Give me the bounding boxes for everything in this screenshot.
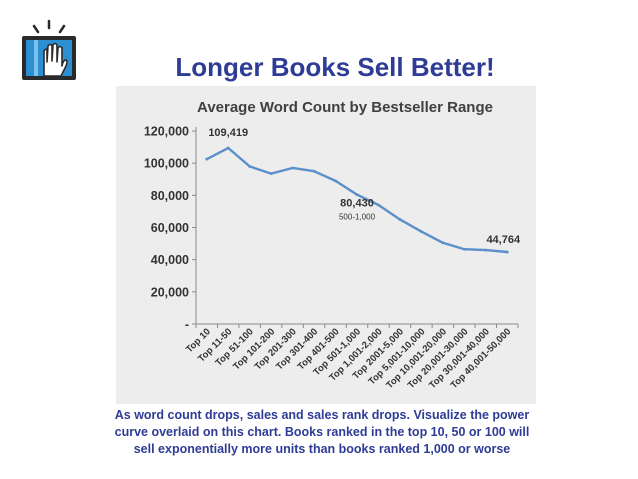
chart-title: Average Word Count by Bestseller Range bbox=[197, 99, 493, 116]
data-point bbox=[205, 157, 209, 161]
data-point bbox=[248, 164, 252, 168]
caption-line-2: curve overlaid on this chart. Books rank… bbox=[114, 425, 530, 439]
data-point bbox=[269, 172, 273, 176]
data-point bbox=[377, 203, 380, 207]
data-point bbox=[441, 241, 445, 245]
data-point bbox=[226, 146, 230, 150]
y-tick-label: 40,000 bbox=[151, 253, 189, 267]
y-tick-label: 20,000 bbox=[151, 285, 189, 299]
data-point bbox=[312, 169, 316, 173]
data-point bbox=[291, 166, 294, 170]
data-point bbox=[505, 250, 509, 254]
slide-title: Longer Books Sell Better! bbox=[175, 52, 495, 82]
book-hand-logo-icon bbox=[22, 19, 76, 80]
slide-caption: As word count drops, sales and sales ran… bbox=[60, 407, 584, 458]
chart-panel bbox=[116, 86, 536, 404]
y-tick-label: 80,000 bbox=[151, 189, 189, 203]
data-point bbox=[484, 248, 488, 252]
data-point bbox=[420, 230, 423, 233]
y-tick-label: 120,000 bbox=[144, 125, 189, 139]
data-label: 80,430 bbox=[340, 198, 374, 210]
caption-line-1: As word count drops, sales and sales ran… bbox=[114, 408, 530, 422]
data-label: 109,419 bbox=[208, 127, 248, 139]
data-label-subtext: 500-1,000 bbox=[339, 213, 376, 222]
y-tick-label: 60,000 bbox=[151, 221, 189, 235]
data-point bbox=[334, 179, 337, 183]
series bbox=[205, 146, 509, 254]
data-point bbox=[398, 218, 402, 221]
y-tick-label: - bbox=[185, 318, 189, 332]
caption-line-3: sell exponentially more units than books… bbox=[133, 442, 511, 456]
data-point bbox=[462, 247, 466, 251]
data-label: 44,764 bbox=[486, 234, 521, 246]
line-chart: Average Word Count by Bestseller Range -… bbox=[144, 99, 521, 391]
y-axis: - 20,000 40,000 60,000 80,000 100,000 120,000 bbox=[144, 125, 197, 332]
y-tick-label: 100,000 bbox=[144, 157, 189, 171]
data-point bbox=[355, 193, 359, 197]
annotations: 109,419 80,430 500-1,000 44,764 bbox=[208, 127, 521, 246]
